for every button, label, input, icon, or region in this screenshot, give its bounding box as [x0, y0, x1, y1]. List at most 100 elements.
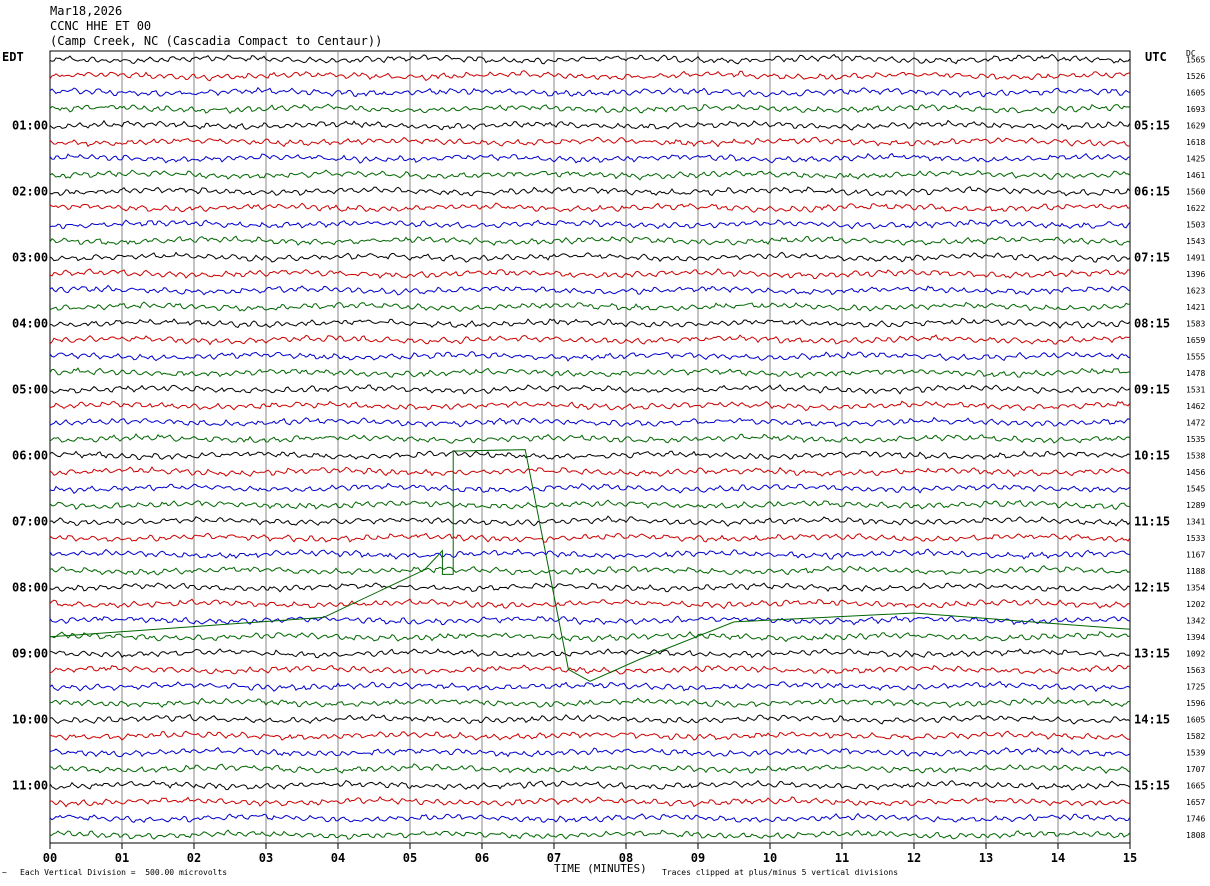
- dc-offset-label: 1461: [1186, 171, 1205, 180]
- dc-offset-label: 1693: [1186, 105, 1205, 114]
- dc-offset-label: 1503: [1186, 220, 1205, 229]
- trace-line: [49, 351, 1131, 362]
- trace-line: [49, 433, 1131, 444]
- trace-line: [49, 466, 1131, 478]
- trace-line: [49, 730, 1131, 741]
- x-axis-title: TIME (MINUTES): [554, 862, 647, 875]
- dc-offset-label: 1808: [1186, 831, 1205, 840]
- trace-line: [49, 532, 1131, 543]
- right-hour-label: 14:15: [1134, 712, 1170, 726]
- left-hour-label: 10:00: [12, 712, 48, 726]
- right-hour-label: 05:15: [1134, 118, 1170, 132]
- trace-line: [49, 482, 1131, 495]
- right-hour-label: 09:15: [1134, 382, 1170, 396]
- dc-offset-label: 1539: [1186, 748, 1205, 757]
- dc-offset-label: 1565: [1186, 55, 1205, 64]
- trace-line: [49, 696, 1131, 708]
- dc-offset-label: 1167: [1186, 550, 1205, 559]
- trace-line: [49, 449, 1131, 461]
- trace-line: [49, 598, 1131, 610]
- dc-offset-label: 1659: [1186, 336, 1205, 345]
- dc-offset-label: 1289: [1186, 501, 1205, 510]
- x-tick-label: 08: [619, 851, 633, 865]
- left-hour-label: 07:00: [12, 514, 48, 528]
- left-zone-label: EDT: [2, 50, 24, 64]
- trace-line: [49, 499, 1131, 510]
- right-zone-label: UTC: [1145, 50, 1167, 64]
- dc-offset-label: 1425: [1186, 154, 1205, 163]
- trace-line: [49, 515, 1131, 527]
- trace-line: [49, 268, 1131, 280]
- trace-line: [49, 334, 1131, 346]
- dc-offset-label: 1421: [1186, 303, 1205, 312]
- left-hour-label: 09:00: [12, 646, 48, 660]
- trace-line: [49, 796, 1131, 808]
- right-hour-label: 08:15: [1134, 316, 1170, 330]
- x-tick-label: 12: [907, 851, 921, 865]
- dc-offset-label: 1092: [1186, 649, 1205, 658]
- dc-offset-label: 1596: [1186, 699, 1205, 708]
- trace-line: [49, 136, 1131, 148]
- dc-offset-label: 1462: [1186, 402, 1205, 411]
- station-label: CCNC HHE ET 00: [50, 19, 152, 33]
- dc-offset-label: 1202: [1186, 600, 1205, 609]
- dc-offset-label: 1605: [1186, 715, 1205, 724]
- trace-line: [49, 301, 1131, 313]
- x-tick-label: 11: [835, 851, 849, 865]
- dc-offset-label: 1538: [1186, 451, 1205, 460]
- trace-line: [49, 186, 1131, 197]
- dc-offset-label: 1456: [1186, 468, 1205, 477]
- x-tick-label: 10: [763, 851, 777, 865]
- dc-offset-label: 1396: [1186, 270, 1205, 279]
- trace-line: [49, 152, 1131, 164]
- x-tick-label: 00: [43, 851, 57, 865]
- left-hour-label: 04:00: [12, 316, 48, 330]
- dc-offset-label: 1526: [1186, 72, 1205, 81]
- trace-line: [49, 400, 1131, 412]
- plot-frame: [49, 50, 1131, 844]
- dc-offset-label: 1560: [1186, 187, 1205, 196]
- x-tick-label: 03: [259, 851, 273, 865]
- left-hour-label: 06:00: [12, 448, 48, 462]
- dc-offset-label: 1545: [1186, 484, 1205, 493]
- left-hour-label: 03:00: [12, 250, 48, 264]
- scale-note: Each Vertical Division = 500.00 microvol…: [20, 868, 228, 877]
- dc-offset-label: 1665: [1186, 781, 1205, 790]
- trace-line: [49, 317, 1131, 329]
- x-tick-label: 14: [1051, 851, 1065, 865]
- dc-offset-label: 1531: [1186, 385, 1205, 394]
- dc-offset-label: 1535: [1186, 435, 1205, 444]
- dc-offset-label: 1354: [1186, 583, 1205, 592]
- right-hour-label: 07:15: [1134, 250, 1170, 264]
- trace-line: [49, 763, 1131, 774]
- trace-line: [49, 548, 1131, 560]
- dc-offset-label: 1583: [1186, 319, 1205, 328]
- trace-line: [49, 615, 1131, 626]
- trace-line: [49, 582, 1131, 593]
- trace-line: [49, 367, 1131, 378]
- x-tick-label: 13: [979, 851, 993, 865]
- trace-line: [49, 416, 1131, 428]
- left-hour-label: 01:00: [12, 118, 48, 132]
- x-tick-label: 06: [475, 851, 489, 865]
- dc-offset-label: 1725: [1186, 682, 1205, 691]
- location-label: (Camp Creek, NC (Cascadia Compact to Cen…: [50, 34, 383, 48]
- x-tick-label: 02: [187, 851, 201, 865]
- dc-offset-label: 1623: [1186, 286, 1205, 295]
- trace-line: [49, 86, 1131, 98]
- left-hour-label: 05:00: [12, 382, 48, 396]
- trace-line: [49, 169, 1131, 181]
- corner-mark: ~: [2, 868, 7, 877]
- dc-offset-label: 1605: [1186, 88, 1205, 97]
- dc-offset-label: 1622: [1186, 204, 1205, 213]
- trace-line: [49, 284, 1131, 296]
- dc-offset-label: 1657: [1186, 798, 1205, 807]
- x-tick-label: 07: [547, 851, 561, 865]
- trace-line: [49, 714, 1131, 725]
- dc-offset-label: 1618: [1186, 138, 1205, 147]
- trace-line: [49, 119, 1131, 131]
- right-hour-label: 13:15: [1134, 646, 1170, 660]
- trace-line: [49, 103, 1131, 115]
- trace-line: [49, 202, 1131, 213]
